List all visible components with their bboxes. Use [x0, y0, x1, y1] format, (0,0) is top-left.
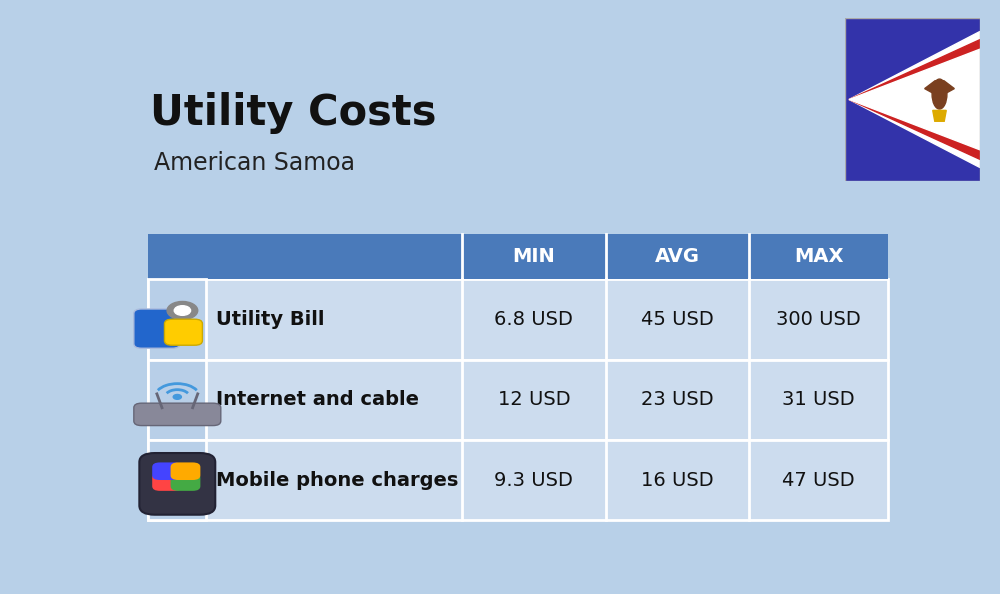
Text: MAX: MAX	[794, 247, 843, 266]
FancyBboxPatch shape	[148, 360, 888, 440]
FancyBboxPatch shape	[152, 462, 182, 480]
FancyBboxPatch shape	[139, 453, 215, 515]
Circle shape	[167, 302, 198, 320]
Polygon shape	[925, 80, 940, 97]
FancyBboxPatch shape	[148, 440, 888, 520]
FancyBboxPatch shape	[134, 309, 180, 348]
FancyBboxPatch shape	[134, 403, 221, 425]
FancyBboxPatch shape	[148, 440, 206, 520]
Text: 23 USD: 23 USD	[641, 390, 714, 409]
FancyBboxPatch shape	[171, 473, 200, 491]
FancyBboxPatch shape	[159, 466, 196, 488]
Text: Utility Costs: Utility Costs	[150, 92, 436, 134]
Text: 16 USD: 16 USD	[641, 471, 714, 490]
FancyBboxPatch shape	[148, 233, 888, 279]
Text: 300 USD: 300 USD	[776, 310, 861, 329]
FancyBboxPatch shape	[148, 279, 888, 360]
Text: Utility Bill: Utility Bill	[216, 310, 324, 329]
Text: 45 USD: 45 USD	[641, 310, 714, 329]
Text: AVG: AVG	[655, 247, 700, 266]
FancyBboxPatch shape	[148, 279, 206, 360]
FancyBboxPatch shape	[164, 319, 202, 345]
Polygon shape	[849, 31, 980, 168]
FancyBboxPatch shape	[171, 462, 200, 480]
Circle shape	[173, 394, 181, 399]
FancyBboxPatch shape	[152, 473, 182, 491]
Text: 6.8 USD: 6.8 USD	[494, 310, 573, 329]
FancyBboxPatch shape	[148, 360, 206, 440]
Polygon shape	[849, 40, 980, 159]
Text: Internet and cable: Internet and cable	[216, 390, 419, 409]
Text: MIN: MIN	[512, 247, 555, 266]
Text: 47 USD: 47 USD	[782, 471, 855, 490]
Text: Mobile phone charges: Mobile phone charges	[216, 471, 458, 490]
Text: 9.3 USD: 9.3 USD	[494, 471, 573, 490]
Text: American Samoa: American Samoa	[154, 151, 355, 175]
Text: 31 USD: 31 USD	[782, 390, 855, 409]
Polygon shape	[940, 80, 954, 97]
Polygon shape	[849, 49, 980, 150]
Polygon shape	[933, 110, 946, 121]
Circle shape	[932, 79, 947, 109]
Text: 12 USD: 12 USD	[498, 390, 570, 409]
Circle shape	[174, 306, 191, 315]
